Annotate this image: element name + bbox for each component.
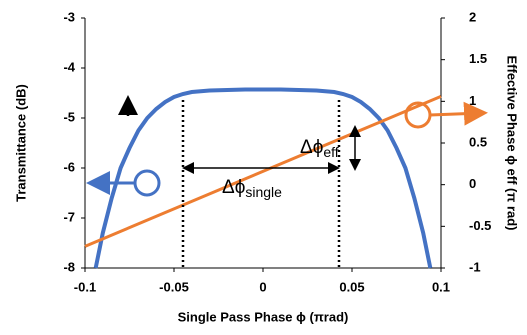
y2-tick-label: 1 (469, 93, 476, 108)
y2-tick-label: -0.5 (469, 218, 491, 233)
x-tick-label: 0.1 (432, 279, 450, 294)
y2-tick-label: 0.5 (469, 134, 487, 149)
y-tick-label: -4 (63, 59, 75, 74)
y-axis-label: Transmittance (dB) (13, 84, 28, 202)
x-tick-label: 0.05 (339, 279, 364, 294)
x-tick-label: -0.1 (74, 279, 96, 294)
annotation: Δϕeff (300, 137, 339, 160)
y-tick-label: -5 (63, 109, 75, 124)
plot: -3 -4 -5 -6 -7 -8 2 1.5 1 0.5 0 -0.5 -1 -0.1 -0.05 0 0.0… (63, 9, 491, 294)
y-tick-label: -8 (63, 259, 75, 274)
y-tick-label: -6 (63, 159, 75, 174)
x-tick-label: -0.05 (159, 279, 189, 294)
annotations: Δϕeff Δϕsingle (86, 95, 488, 268)
x-tick-label: 0 (259, 279, 266, 294)
circle (133, 169, 161, 197)
y2-axis-label: Effective Phase ϕ eff (π rad) (505, 55, 520, 230)
y2-tick-label: 1.5 (469, 51, 487, 66)
y2-tick-label: 2 (469, 9, 476, 24)
y2-tick-label: 0 (469, 176, 476, 191)
series-line (84, 94, 442, 248)
arrow (429, 101, 488, 126)
annotation: Δϕsingle (222, 177, 282, 200)
y-tick-label: -7 (63, 209, 75, 224)
x-axis-label: Single Pass Phase ϕ (πrad) (178, 309, 349, 324)
y-tick-label: -3 (63, 9, 75, 24)
series-line (93, 87, 433, 269)
y2-tick-label: -1 (469, 259, 481, 274)
